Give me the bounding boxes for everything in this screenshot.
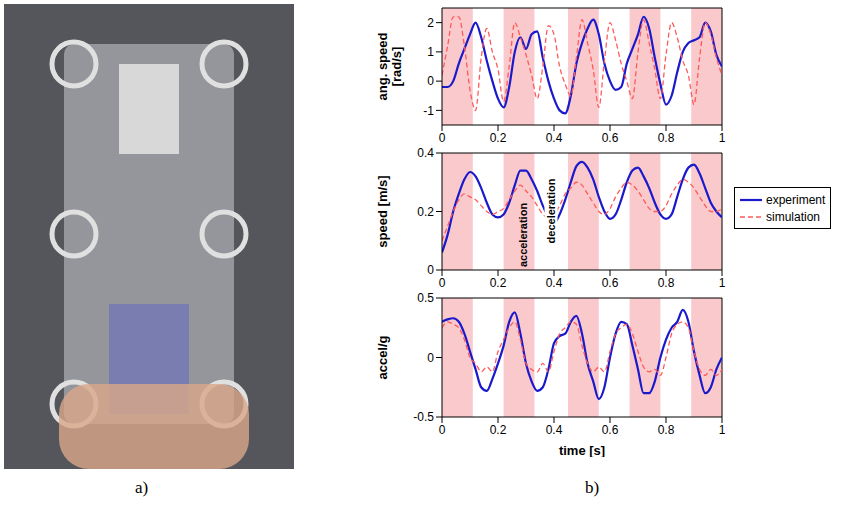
html-text:b): b) [585,478,600,497]
svg-text:0.5: 0.5 [417,292,434,305]
svg-text:speed [m/s]: speed [m/s] [375,175,390,247]
html-text:a): a) [135,478,149,497]
svg-text:0.6: 0.6 [602,131,619,145]
svg-text:-0.5: -0.5 [413,410,434,424]
svg-text:0.8: 0.8 [658,423,675,437]
svg-text:0.4: 0.4 [417,147,434,160]
svg-text:0: 0 [439,423,446,437]
svg-text:0.2: 0.2 [490,131,507,145]
svg-text:0.6: 0.6 [602,423,619,437]
svg-text:0: 0 [427,351,434,365]
html-text:deceleration: deceleration [544,178,557,244]
svg-text:0.8: 0.8 [658,131,675,145]
svg-text:2: 2 [427,16,434,30]
svg-text:-1: -1 [423,104,434,118]
svg-text:0.4: 0.4 [546,423,563,437]
svg-text:[rad/s]: [rad/s] [389,47,404,87]
html-text:simulation: simulation [766,209,820,224]
svg-text:0.4: 0.4 [546,276,563,290]
svg-text:1: 1 [719,131,726,145]
svg-text:ang. speed: ang. speed [375,32,390,100]
svg-text:0.6: 0.6 [602,276,619,290]
svg-text:time [s]: time [s] [559,443,605,457]
svg-text:0.8: 0.8 [658,276,675,290]
svg-text:0.2: 0.2 [417,205,434,219]
svg-text:1: 1 [427,45,434,59]
svg-text:0: 0 [427,263,434,277]
svg-text:1: 1 [719,276,726,290]
svg-text:0: 0 [439,131,446,145]
svg-text:0.2: 0.2 [490,423,507,437]
svg-text:0.2: 0.2 [490,276,507,290]
svg-text:1: 1 [719,423,726,437]
svg-text:0: 0 [427,74,434,88]
html-text:acceleration: acceleration [516,202,529,268]
svg-text:0: 0 [439,276,446,290]
svg-text:accel/g: accel/g [375,335,390,379]
html-text:experiment: experiment [766,192,826,207]
svg-text:0.4: 0.4 [546,131,563,145]
